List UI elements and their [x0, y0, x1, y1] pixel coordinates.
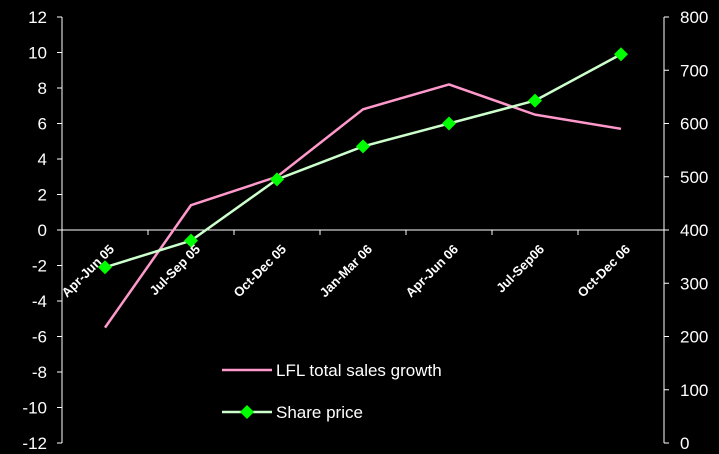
right-axis-ticks: 800 700 600 500 400 300 200 100 0 — [664, 8, 708, 453]
left-tick-label: -4 — [32, 292, 47, 311]
right-tick-label: 700 — [680, 61, 708, 80]
legend-marker-share — [240, 405, 254, 419]
right-tick-label: 400 — [680, 221, 708, 240]
share-price-marker — [614, 47, 628, 62]
left-tick-label: 12 — [28, 8, 47, 27]
legend-label-share: Share price — [276, 403, 363, 422]
right-tick-label: 0 — [680, 434, 689, 453]
left-tick-label: 8 — [38, 79, 47, 98]
left-tick-label: -6 — [32, 328, 47, 347]
series-markers — [98, 47, 628, 275]
share-price-marker — [356, 139, 370, 154]
left-tick-label: 0 — [38, 221, 47, 240]
left-axis-ticks: 12 10 8 6 4 2 0 -2 -4 -6 -8 -10 -12 — [22, 8, 62, 453]
legend: LFL total sales growth Share price — [222, 361, 442, 422]
right-tick-label: 200 — [680, 328, 708, 347]
share-price-marker — [528, 93, 542, 108]
legend-label-lfl: LFL total sales growth — [276, 361, 442, 380]
left-tick-label: 10 — [28, 44, 47, 63]
left-tick-label: 2 — [38, 186, 47, 205]
share-price-marker — [442, 116, 456, 131]
right-tick-label: 500 — [680, 168, 708, 187]
left-tick-label: -2 — [32, 257, 47, 276]
right-tick-label: 600 — [680, 115, 708, 134]
share-price-marker — [270, 172, 284, 187]
right-tick-label: 800 — [680, 8, 708, 27]
left-tick-label: 6 — [38, 115, 47, 134]
left-tick-label: -8 — [32, 363, 47, 382]
share-price-marker — [184, 233, 198, 248]
left-tick-label: 4 — [38, 150, 47, 169]
series-line-0 — [103, 83, 622, 329]
left-tick-label: -10 — [22, 399, 47, 418]
right-tick-label: 100 — [680, 381, 708, 400]
left-tick-label: -12 — [22, 434, 47, 453]
right-tick-label: 300 — [680, 274, 708, 293]
share-price-marker — [98, 260, 112, 275]
